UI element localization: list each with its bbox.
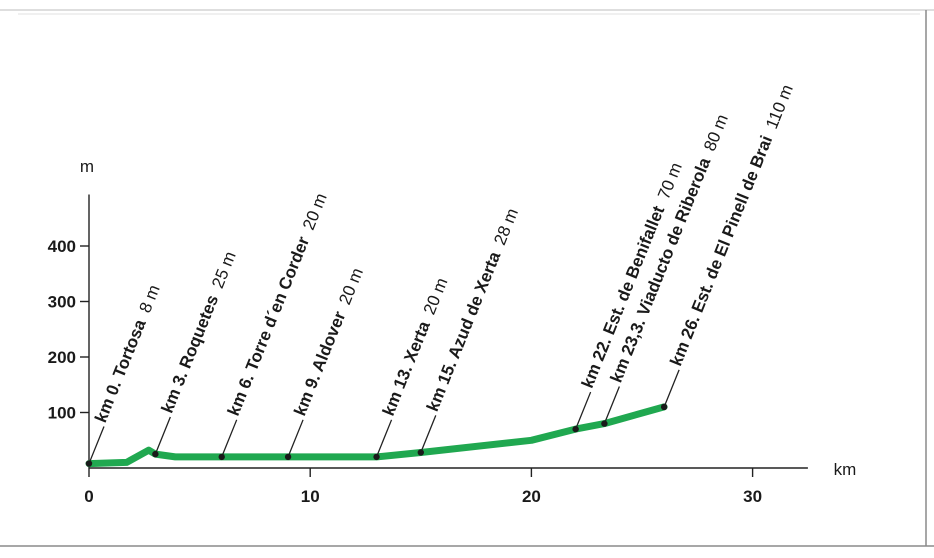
stop-elevation: 20 m (420, 275, 452, 317)
stop-annotation: km 15. Azud de Xerta28 m (417, 206, 522, 456)
stop-leader-line (154, 416, 171, 455)
stop-leader-line (663, 369, 680, 408)
stop-marker (284, 453, 292, 461)
stop-annotations: km 0. Tortosa8 mkm 3. Roquetes25 mkm 6. … (85, 82, 797, 467)
stop-elevation: 28 m (490, 206, 522, 248)
stop-marker (601, 420, 608, 427)
stop-leader-line (221, 419, 238, 458)
stop-leader-line (375, 419, 393, 458)
stop-elevation: 8 m (136, 282, 164, 315)
y-tick-label: 300 (48, 293, 76, 312)
stop-annotation: km 22. Est. de Benifallet70 m (572, 160, 686, 433)
x-tick-label: 30 (743, 487, 762, 506)
stop-elevation: 20 m (299, 190, 331, 232)
stop-marker (417, 449, 424, 456)
stop-leader-line (575, 391, 592, 430)
stop-elevation: 110 m (762, 82, 797, 132)
stop-marker (85, 460, 93, 467)
stop-label: km 9. Aldover20 m (290, 265, 367, 418)
stop-name: km 3. Roquetes (158, 292, 223, 416)
stop-leader-line (88, 426, 105, 464)
stop-name: km 0. Tortosa (91, 316, 150, 425)
stop-label: km 3. Roquetes25 m (158, 249, 240, 416)
y-tick-label: 400 (48, 237, 76, 256)
stop-leader-line (603, 386, 620, 424)
y-tick-label: 100 (48, 404, 76, 423)
x-tick-label: 20 (522, 487, 541, 506)
stop-label: km 0. Tortosa8 m (91, 282, 164, 425)
stop-annotation: km 0. Tortosa8 m (85, 282, 164, 467)
stop-elevation: 25 m (208, 249, 240, 291)
x-axis-unit: km (834, 460, 857, 479)
stop-annotation: km 3. Roquetes25 m (152, 249, 240, 458)
stop-marker (373, 453, 380, 461)
stop-annotation: km 26. Est. de El Pinell de Brai110 m (660, 82, 797, 411)
stop-leader-line (420, 415, 437, 453)
stop-leader-line (287, 419, 304, 458)
stop-annotation: km 9. Aldover20 m (284, 265, 367, 461)
axes: 100 200 300 400 0 10 20 30 m km (48, 157, 857, 506)
y-tick-label: 200 (48, 348, 76, 367)
stop-marker (218, 453, 225, 461)
x-tick-label: 10 (301, 487, 320, 506)
stop-marker (660, 403, 668, 411)
y-axis-unit: m (80, 157, 94, 176)
stop-elevation: 80 m (700, 112, 732, 154)
stop-annotation: km 6. Torre d´en Corder20 m (218, 190, 331, 461)
x-tick-label: 0 (84, 487, 93, 506)
stop-name: km 9. Aldover (290, 308, 349, 418)
stop-marker (152, 450, 159, 458)
stop-marker (572, 425, 579, 433)
stop-name: km 15. Azud de Xerta (423, 249, 505, 415)
stop-elevation: 20 m (335, 265, 367, 307)
